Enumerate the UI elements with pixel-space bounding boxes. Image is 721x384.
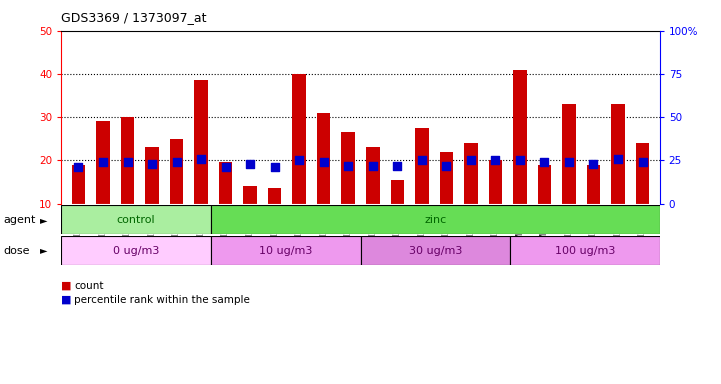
Point <box>612 156 624 162</box>
Text: control: control <box>117 215 156 225</box>
Bar <box>464 143 477 204</box>
Bar <box>440 152 453 204</box>
Text: GSM280179: GSM280179 <box>466 204 475 250</box>
Text: GDS3369 / 1373097_at: GDS3369 / 1373097_at <box>61 12 207 25</box>
Bar <box>317 113 330 204</box>
Text: GSM280175: GSM280175 <box>368 204 377 250</box>
Text: 30 ug/m3: 30 ug/m3 <box>409 245 462 256</box>
Bar <box>636 143 650 204</box>
Text: GSM280166: GSM280166 <box>148 204 156 250</box>
Bar <box>61 236 211 265</box>
Point <box>171 159 182 165</box>
Bar <box>415 128 428 204</box>
Text: GSM280181: GSM280181 <box>516 204 524 249</box>
Point <box>195 156 207 162</box>
Bar <box>510 236 660 265</box>
Point <box>367 162 379 169</box>
Text: GSM280167: GSM280167 <box>172 204 181 250</box>
Text: 100 ug/m3: 100 ug/m3 <box>554 245 615 256</box>
Text: GSM280176: GSM280176 <box>393 204 402 250</box>
Bar <box>219 162 232 204</box>
Bar <box>195 80 208 204</box>
Bar <box>342 132 355 204</box>
Text: 10 ug/m3: 10 ug/m3 <box>259 245 312 256</box>
Point <box>220 164 231 170</box>
Point <box>392 162 403 169</box>
Bar <box>211 205 660 234</box>
Text: GSM280168: GSM280168 <box>197 204 205 250</box>
Text: GSM280186: GSM280186 <box>638 204 647 250</box>
Text: agent: agent <box>4 215 36 225</box>
Text: ■: ■ <box>61 281 72 291</box>
Text: GSM280165: GSM280165 <box>123 204 132 250</box>
Bar <box>120 117 134 204</box>
Text: GSM280163: GSM280163 <box>74 204 83 250</box>
Text: GSM280183: GSM280183 <box>565 204 573 250</box>
Point <box>342 162 354 169</box>
Text: GSM280180: GSM280180 <box>491 204 500 250</box>
Bar <box>513 70 526 204</box>
Point <box>318 159 329 165</box>
Text: GSM280172: GSM280172 <box>295 204 304 250</box>
Bar <box>71 165 85 204</box>
Bar <box>489 161 502 204</box>
Text: GSM280182: GSM280182 <box>540 204 549 249</box>
Bar <box>211 236 360 265</box>
Point <box>588 161 599 167</box>
Text: GSM280178: GSM280178 <box>442 204 451 250</box>
Bar <box>538 165 551 204</box>
Point <box>146 161 158 167</box>
Point <box>514 157 526 164</box>
Text: count: count <box>74 281 104 291</box>
Bar <box>587 165 601 204</box>
Bar <box>146 147 159 204</box>
Point <box>441 162 452 169</box>
Text: GSM280170: GSM280170 <box>246 204 255 250</box>
Point <box>73 164 84 170</box>
Bar <box>61 205 211 234</box>
Point <box>97 159 109 165</box>
Text: ►: ► <box>40 215 48 225</box>
Point <box>563 159 575 165</box>
Text: dose: dose <box>4 245 30 256</box>
Point <box>465 157 477 164</box>
Point <box>637 159 648 165</box>
Bar <box>268 189 281 204</box>
Bar <box>360 236 510 265</box>
Point <box>122 159 133 165</box>
Text: percentile rank within the sample: percentile rank within the sample <box>74 295 250 305</box>
Bar <box>96 121 110 204</box>
Bar <box>366 147 379 204</box>
Point <box>269 164 280 170</box>
Bar <box>562 104 575 204</box>
Bar <box>391 180 404 204</box>
Bar <box>244 186 257 204</box>
Text: GSM280185: GSM280185 <box>614 204 622 250</box>
Text: ►: ► <box>40 245 48 256</box>
Text: GSM280164: GSM280164 <box>99 204 107 250</box>
Bar <box>611 104 625 204</box>
Point <box>416 157 428 164</box>
Bar <box>170 139 183 204</box>
Point <box>490 157 501 164</box>
Bar <box>293 74 306 204</box>
Text: zinc: zinc <box>424 215 446 225</box>
Text: GSM280173: GSM280173 <box>319 204 328 250</box>
Text: 0 ug/m3: 0 ug/m3 <box>113 245 159 256</box>
Text: GSM280184: GSM280184 <box>589 204 598 250</box>
Text: GSM280174: GSM280174 <box>344 204 353 250</box>
Point <box>539 159 550 165</box>
Point <box>244 161 256 167</box>
Text: GSM280169: GSM280169 <box>221 204 230 250</box>
Text: GSM280171: GSM280171 <box>270 204 279 250</box>
Point <box>293 157 305 164</box>
Text: GSM280177: GSM280177 <box>417 204 426 250</box>
Text: ■: ■ <box>61 295 72 305</box>
